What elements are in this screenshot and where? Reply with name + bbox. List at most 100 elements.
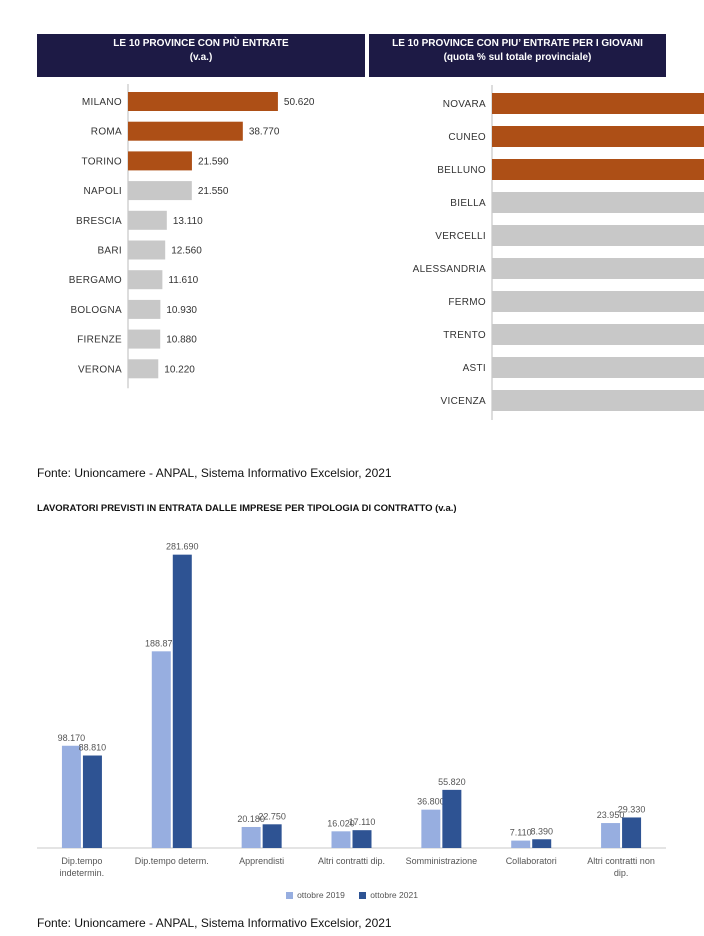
data-label: 88.810	[79, 743, 107, 753]
value-label: 13.110	[173, 216, 203, 227]
category-label: Dip.tempo	[61, 856, 102, 866]
bar-biella	[492, 192, 704, 213]
category-label: ASTI	[463, 363, 486, 374]
data-label: 16.020	[327, 818, 355, 828]
bar-verona	[128, 359, 159, 379]
value-label: 12.560	[171, 246, 202, 257]
legend-label-2019: ottobre 2019	[297, 890, 345, 900]
bar-vercelli	[492, 225, 704, 246]
category-label: dip.	[614, 868, 629, 878]
category-label: indetermin.	[60, 868, 105, 878]
value-label: 21.550	[198, 186, 229, 197]
data-label: 281.690	[166, 542, 199, 552]
legend-swatch-2021	[359, 891, 367, 899]
chart2-subtitle: (quota % sul totale provinciale)	[443, 52, 592, 63]
category-label: BARI	[97, 246, 122, 257]
chart1-header: LE 10 PROVINCE CON PIÙ ENTRATE (v.a.)	[37, 34, 365, 77]
source-note-1: Fonte: Unioncamere - ANPAL, Sistema Info…	[37, 466, 392, 480]
category-label: Altri contratti dip.	[318, 856, 385, 866]
bar-roma	[128, 121, 243, 141]
legend-item-2019: ottobre 2019	[286, 890, 345, 900]
category-label: CUNEO	[448, 132, 486, 143]
bar-2019	[601, 823, 621, 848]
bar-2021	[352, 830, 372, 848]
chart1-plot: MILANO 50.620 ROMA 38.770 TORINO 21.590 NAPOLI…	[69, 84, 315, 389]
category-label: BELLUNO	[437, 165, 486, 176]
chart1-title: LE 10 PROVINCE CON PIÙ ENTRATE	[113, 38, 289, 49]
data-label: 29.330	[618, 804, 646, 814]
bar-2019	[331, 831, 351, 848]
data-label: 20.180	[237, 814, 265, 824]
category-label: Apprendisti	[239, 856, 284, 866]
value-label: 11.610	[168, 275, 198, 286]
chart2-title: LE 10 PROVINCE CON PIU’ ENTRATE PER I GI…	[392, 38, 643, 49]
value-label: 38.770	[249, 127, 280, 138]
category-label: NOVARA	[443, 99, 486, 110]
bar-belluno	[492, 159, 704, 180]
bar-firenze	[128, 329, 161, 349]
category-label: VERONA	[78, 364, 122, 375]
category-label: BIELLA	[450, 198, 486, 209]
data-label: 188.870	[145, 638, 178, 648]
value-label: 50.620	[284, 97, 315, 108]
category-label: FIRENZE	[77, 335, 122, 346]
data-label: 17.110	[349, 817, 376, 827]
bar-2019	[241, 826, 261, 848]
bar-alessandria	[492, 258, 704, 279]
data-label: 7.110	[510, 828, 532, 838]
bar-torino	[128, 151, 192, 171]
category-label: Collaboratori	[506, 856, 557, 866]
value-label: 21.590	[198, 156, 229, 167]
chart2-plot: NOVARA36,2CUNEO35,6BELLUNO35,5BIELLA35,4…	[413, 85, 704, 420]
category-label: BOLOGNA	[70, 305, 122, 316]
category-label: ROMA	[91, 127, 122, 138]
category-label: FERMO	[448, 297, 486, 308]
chart1-subtitle: (v.a.)	[189, 52, 213, 63]
chart3-legend: ottobre 2019 ottobre 2021	[0, 890, 704, 901]
bar-milano	[128, 92, 278, 111]
bar-2019	[511, 840, 531, 848]
data-label: 55.820	[438, 777, 466, 787]
bar-2021	[82, 755, 102, 848]
bar-2019	[61, 745, 81, 848]
bar-asti	[492, 357, 704, 378]
bar-2021	[622, 817, 642, 848]
category-label: Somministrazione	[406, 856, 478, 866]
data-label: 23.950	[597, 810, 625, 820]
bar-2021	[532, 839, 552, 848]
bar-bari	[128, 240, 166, 260]
category-label: BRESCIA	[76, 216, 122, 227]
bar-cuneo	[492, 126, 704, 147]
data-label: 8.390	[530, 826, 553, 836]
category-label: BERGAMO	[69, 275, 122, 286]
legend-label-2021: ottobre 2021	[370, 890, 418, 900]
category-label: NAPOLI	[84, 186, 122, 197]
category-label: TRENTO	[443, 330, 486, 341]
bar-2021	[172, 554, 192, 848]
category-label: MILANO	[82, 97, 122, 108]
chart2-header: LE 10 PROVINCE CON PIU’ ENTRATE PER I GI…	[369, 34, 666, 77]
bar-2019	[151, 651, 171, 848]
category-label: Altri contratti non	[587, 856, 655, 866]
category-label: VERCELLI	[435, 231, 486, 242]
bar-napoli	[128, 181, 192, 201]
data-label: 98.170	[58, 733, 86, 743]
chart3-title: LAVORATORI PREVISTI IN ENTRATA DALLE IMP…	[37, 503, 457, 514]
category-label: ALESSANDRIA	[413, 264, 486, 275]
bar-2019	[421, 809, 441, 848]
bar-fermo	[492, 291, 704, 312]
value-label: 10.930	[166, 305, 197, 316]
value-label: 10.220	[164, 364, 195, 375]
legend-swatch-2019	[286, 891, 294, 899]
bar-novara	[492, 93, 704, 114]
bar-2021	[442, 789, 462, 848]
data-label: 22.750	[258, 811, 286, 821]
value-label: 10.880	[166, 335, 197, 346]
legend-item-2021: ottobre 2021	[359, 890, 418, 900]
category-label: TORINO	[81, 156, 122, 167]
bar-bologna	[128, 299, 161, 319]
data-label: 36.800	[417, 797, 445, 807]
bar-vicenza	[492, 390, 704, 411]
source-note-2: Fonte: Unioncamere - ANPAL, Sistema Info…	[37, 916, 392, 930]
